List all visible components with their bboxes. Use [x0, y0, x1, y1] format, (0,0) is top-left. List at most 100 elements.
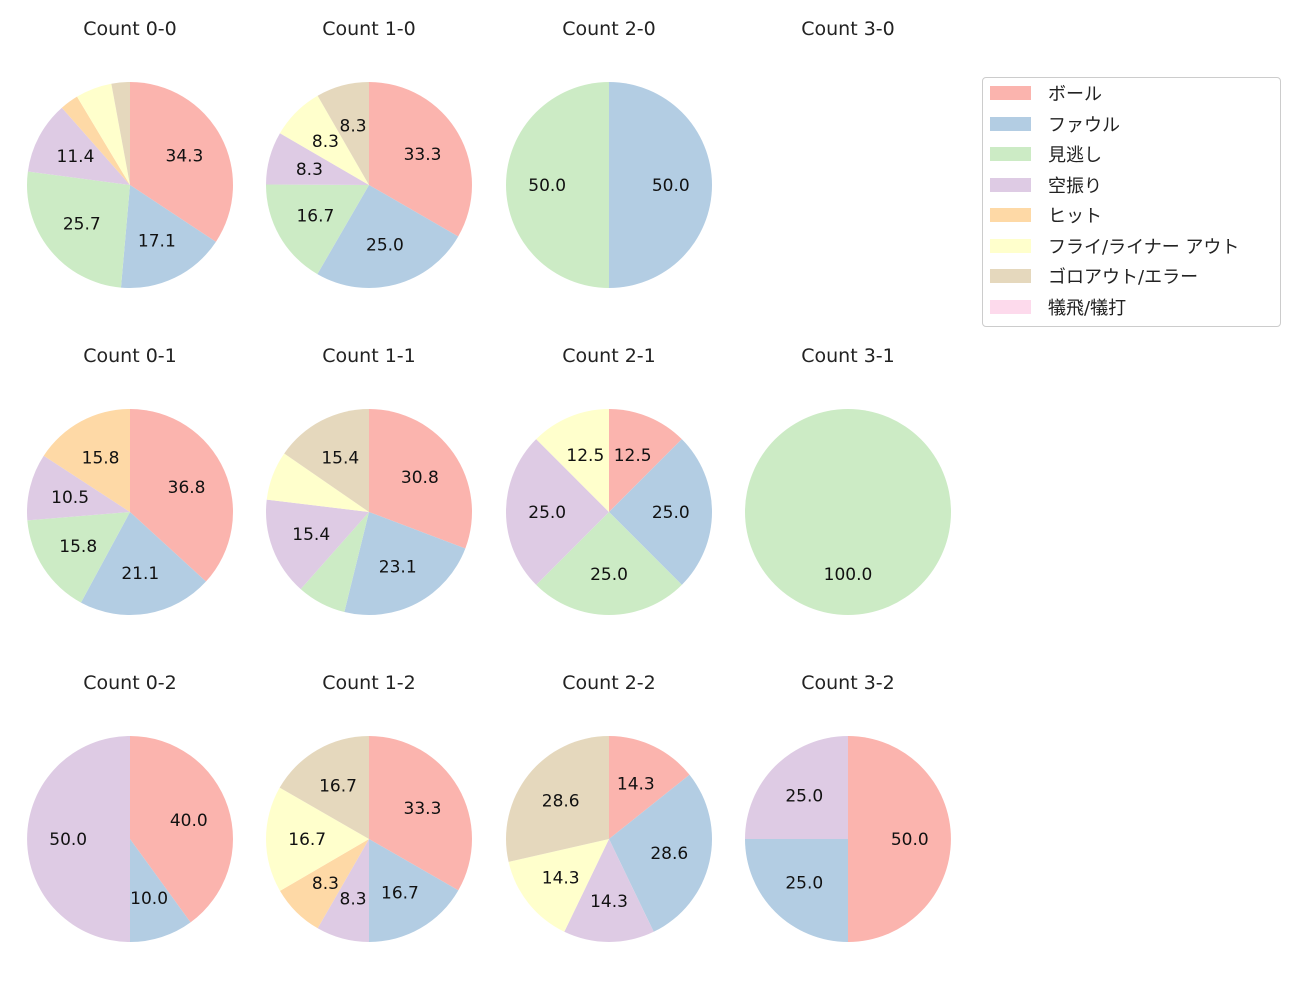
pie-slice-label: 16.7 — [319, 777, 357, 797]
pie-slice-0 — [130, 736, 233, 923]
pie-slice-label: 15.8 — [82, 449, 120, 469]
pie-slice-0 — [130, 409, 233, 582]
pie-slice-label: 33.3 — [404, 799, 442, 819]
legend-label: 空振り — [1048, 175, 1102, 197]
pie-count-3-2: Count 3-2 50.0 25.0 25.0 — [745, 672, 951, 942]
pie-count-0-1: Count 0-1 36.8 21.1 15.8 10.5 15.8 — [27, 345, 233, 615]
pie-slice-label: 25.0 — [590, 565, 628, 585]
pie-slice-label: 8.3 — [340, 116, 367, 136]
pie-slice-3 — [27, 736, 130, 942]
legend-label: 見逃し — [1048, 145, 1102, 166]
legend-swatch — [990, 299, 1031, 314]
legend-label: フライ/ライナー アウト — [1048, 236, 1240, 258]
pie-slice-label: 17.1 — [138, 232, 176, 252]
pie-slice-label: 21.1 — [121, 564, 159, 584]
pie-slice-5 — [508, 839, 609, 932]
pie-slice-2 — [506, 82, 609, 288]
pie-slice-label: 8.3 — [312, 874, 339, 894]
pie-slice-label: 8.3 — [296, 160, 323, 180]
pie-slice-2 — [745, 409, 951, 615]
legend-item: 見逃し — [990, 144, 1102, 166]
pie-slice-0 — [369, 409, 472, 549]
pie-title: Count 2-1 — [562, 345, 656, 367]
pie-count-2-2: Count 2-2 14.3 28.6 14.3 14.3 28.6 — [505, 672, 712, 942]
pie-count-0-0: Count 0-0 34.3 17.1 25.7 11.4 — [26, 18, 233, 288]
legend-label: ゴロアウト/エラー — [1048, 267, 1199, 288]
pie-slice-1 — [369, 839, 459, 942]
pie-slice-label: 14.3 — [542, 869, 580, 889]
pie-slice-1 — [609, 774, 712, 932]
pie-slice-label: 14.3 — [590, 892, 628, 912]
legend-label: 犠飛/犠打 — [1048, 297, 1127, 319]
pie-slice-6 — [284, 409, 369, 512]
pie-slice-label: 25.0 — [366, 236, 404, 256]
legend-swatch — [990, 208, 1031, 222]
pie-slice-label: 28.6 — [650, 844, 688, 864]
pie-slice-2 — [300, 512, 369, 613]
pie-slice-1 — [609, 439, 712, 585]
pie-slice-2 — [26, 171, 131, 288]
pie-slice-5 — [266, 453, 369, 512]
pie-slice-label: 34.3 — [166, 147, 204, 167]
pie-slice-4 — [43, 409, 130, 512]
legend-label: ヒット — [1048, 206, 1102, 227]
pie-slice-5 — [266, 787, 369, 891]
legend-label: ファウル — [1048, 114, 1120, 136]
pie-count-1-0: Count 1-033.325.016.78.38.38.3 — [266, 18, 472, 288]
legend-swatch — [990, 116, 1031, 131]
pie-slice-1 — [80, 512, 206, 615]
pie-slice-label: 16.7 — [296, 207, 334, 227]
pie-slice-1 — [317, 185, 459, 288]
pie-slice-label: 14.3 — [617, 774, 655, 794]
pie-slice-6 — [279, 736, 369, 839]
pie-slice-6 — [505, 736, 609, 862]
legend-item: 犠飛/犠打 — [990, 297, 1127, 319]
pie-slice-label: 25.7 — [63, 215, 101, 235]
pie-slice-5 — [279, 95, 369, 185]
pie-slice-0 — [609, 409, 682, 512]
pie-slice-4 — [61, 96, 131, 185]
pie-slice-6 — [317, 82, 369, 185]
pie-slice-label: 25.0 — [652, 503, 690, 523]
pie-slice-1 — [120, 185, 216, 288]
pie-slice-label: 10.0 — [130, 889, 168, 909]
legend-item: ゴロアウト/エラー — [990, 266, 1199, 288]
pie-slice-3 — [27, 107, 131, 185]
pie-slice-label: 11.4 — [57, 147, 95, 167]
pie-slice-label: 12.5 — [566, 446, 604, 466]
legend-label: ボール — [1048, 84, 1102, 105]
pie-slice-label: 25.0 — [785, 874, 823, 894]
pie-title: Count 3-0 — [801, 18, 895, 40]
pie-slice-label: 15.4 — [321, 448, 359, 468]
legend-item: ファウル — [990, 114, 1120, 136]
legend-swatch — [990, 177, 1031, 192]
pie-slice-label: 10.5 — [51, 488, 89, 508]
legend-item: フライ/ライナー アウト — [990, 236, 1240, 258]
pie-slice-label: 16.7 — [288, 830, 326, 850]
legend-swatch — [990, 269, 1031, 283]
pie-count-3-1: Count 3-1 100.0 — [745, 345, 951, 615]
pie-slice-label: 8.3 — [312, 132, 339, 152]
legend: ボールファウル見逃し空振りヒットフライ/ライナー アウト ゴロアウト/エラー 犠飛/… — [982, 77, 1281, 327]
pie-count-0-2: Count 0-2 40.0 10.0 50.0 — [27, 672, 233, 942]
pie-slice-label: 16.7 — [381, 883, 419, 903]
pie-slice-1 — [609, 82, 712, 288]
pie-slice-3 — [266, 499, 369, 590]
pie-slice-label: 8.3 — [340, 890, 367, 910]
pie-slice-4 — [280, 839, 369, 929]
pie-slice-label: 33.3 — [404, 145, 442, 165]
pie-slice-label: 50.0 — [528, 176, 566, 196]
pie-title: Count 0-0 — [83, 18, 177, 40]
pie-slice-label: 50.0 — [652, 176, 690, 196]
pie-slice-1 — [130, 839, 191, 942]
pie-slice-label: 15.4 — [292, 525, 330, 545]
pie-title: Count 1-0 — [322, 18, 416, 40]
pie-slice-label: 25.0 — [785, 786, 823, 806]
pie-title: Count 2-2 — [562, 672, 656, 694]
pie-slice-label: 100.0 — [824, 565, 873, 585]
pie-slice-1 — [344, 512, 466, 615]
pie-count-1-2: Count 1-2 33.3 16.7 8.38.3 16.7 16.7 — [266, 672, 472, 942]
pie-slice-0 — [130, 82, 233, 242]
